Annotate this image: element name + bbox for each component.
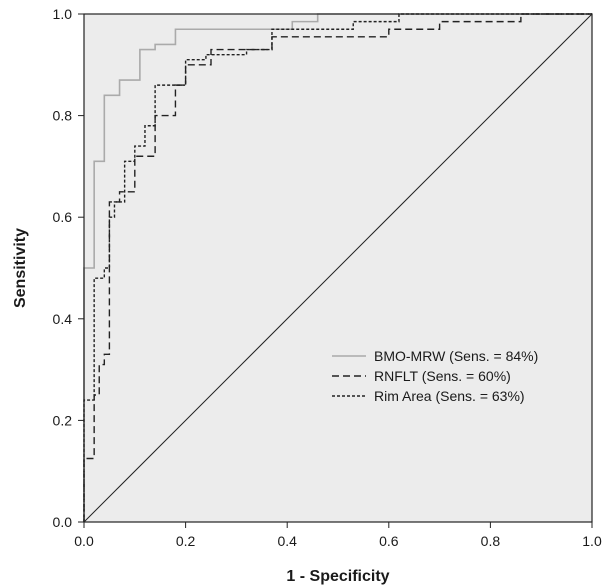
y-tick-label: 1.0: [53, 6, 73, 22]
y-tick-label: 0.0: [53, 514, 73, 530]
legend-label-3: Rim Area (Sens. = 63%): [374, 388, 525, 404]
x-tick-label: 0.6: [379, 533, 399, 549]
x-tick-label: 0.8: [481, 533, 501, 549]
series-layer: [83, 13, 592, 522]
y-tick-label: 0.4: [53, 311, 73, 327]
plot-frame: [83, 13, 593, 523]
y-tick-label: 0.6: [53, 209, 73, 225]
y-tick-label: 0.8: [53, 108, 73, 124]
series-line-3: [83, 13, 592, 522]
x-tick-label: 0.0: [74, 533, 94, 549]
legend-label-1: BMO-MRW (Sens. = 84%): [374, 348, 538, 364]
series-line-1: [83, 13, 592, 522]
x-axis-title: 1 - Specificity: [286, 568, 389, 585]
y-tick-label: 0.2: [53, 412, 73, 428]
y-axis-title: Sensitivity: [12, 228, 29, 308]
x-axis-ticks: 0.0 0.2 0.4 0.6 0.8 1.0: [74, 522, 602, 549]
x-tick-label: 0.2: [176, 533, 196, 549]
x-tick-label: 1.0: [582, 533, 602, 549]
diagonal-reference-line: [83, 13, 593, 523]
legend: BMO-MRW (Sens. = 84%) RNFLT (Sens. = 60%)…: [332, 348, 538, 404]
x-tick-label: 0.4: [277, 533, 297, 549]
y-axis-ticks: 0.0 0.2 0.4 0.6 0.8 1.0: [53, 6, 84, 530]
legend-label-2: RNFLT (Sens. = 60%): [374, 368, 511, 384]
